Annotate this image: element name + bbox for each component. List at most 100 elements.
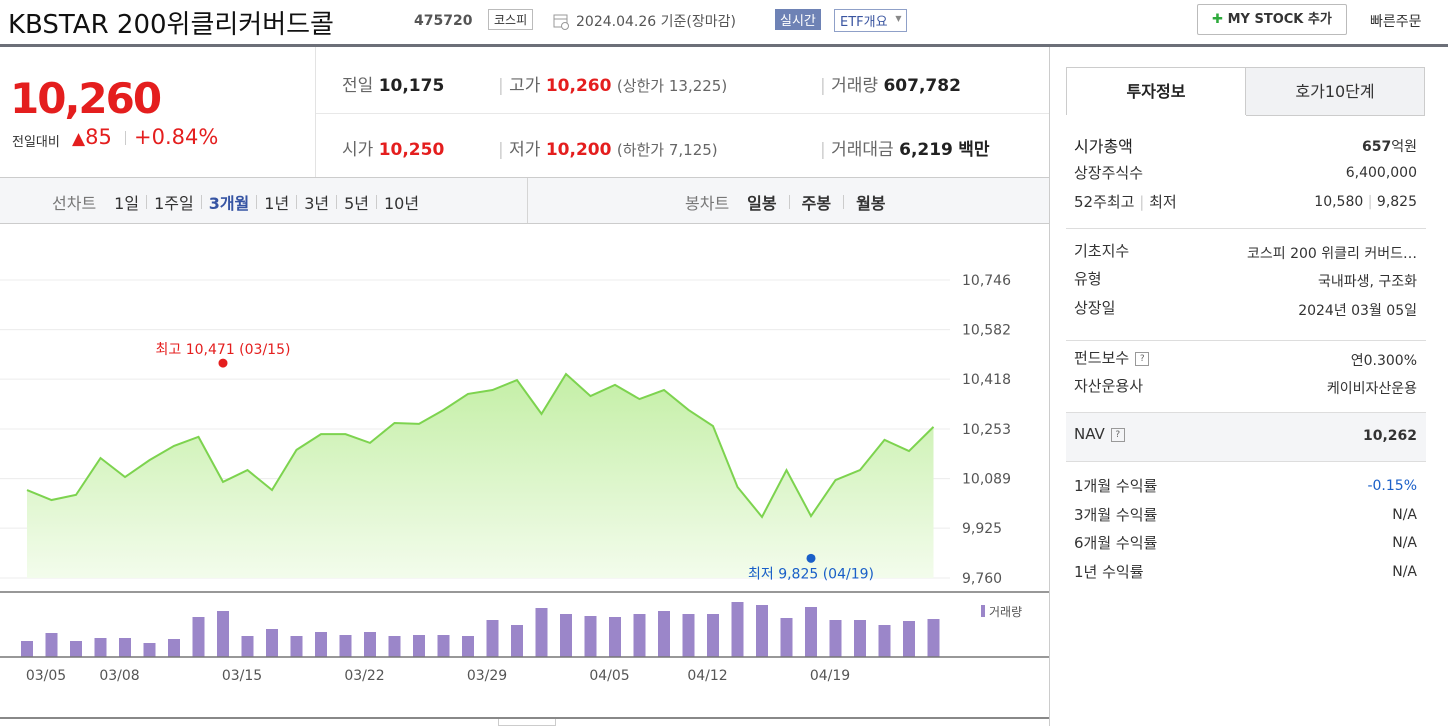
calendar-icon [553,14,569,30]
volume-bar [241,636,254,657]
y-tick-label: 9,925 [962,521,1002,537]
volume-bar [854,620,866,657]
side-tab-active[interactable]: 투자정보 [1066,67,1246,116]
annotation-dot [218,358,228,368]
value: 607,782 [883,76,961,96]
x-tick-label: 04/19 [810,668,850,684]
high: 10,580 [1314,194,1364,210]
volume-bar [731,602,744,657]
volume-bar [535,608,548,657]
x-tick-label: 03/22 [344,668,384,684]
volume-bar [756,605,768,657]
value: 10,580 | 9,825 [1314,194,1417,210]
period-tab[interactable]: 1주일 [154,194,194,213]
scroll-handle[interactable] [498,719,556,726]
label: 거래대금 [831,140,894,160]
tab-gap [1066,115,1246,116]
period-tab[interactable]: 3년 [304,194,330,213]
chart: 9,760 9,925 10,089 10,253 10,418 10,582 10,746… [0,273,1049,684]
label: 유형 [1074,270,1102,288]
price: 10,260 [10,74,162,123]
market-badge: 코스피 [488,9,534,30]
panel-divider [1049,47,1050,726]
candle-tab[interactable]: 일봉 [747,194,777,213]
value: 케이비자산운용 [1326,381,1417,397]
line-chart-label: 선차트 [52,194,97,213]
y-tick-label: 10,253 [962,422,1011,438]
code: 475720 [414,13,473,29]
market-cap: 657 [1362,139,1392,155]
period-tab[interactable]: 5년 [344,194,369,213]
side-tab[interactable]: 호가10단계 [1245,67,1425,116]
quote-item: 시가 10,250 [342,135,444,160]
volume-bar [511,625,523,657]
volume-bar [584,616,597,657]
volume-bar [217,611,229,657]
tab-divider [527,178,528,223]
value: 6,219 [899,140,953,160]
realtime-badge[interactable]: 실시간 [775,9,821,30]
quote-item: 전일 10,175 [342,71,444,96]
tab-sep [146,195,148,209]
value: 10,175 [378,76,445,96]
value: 연0.300% [1350,353,1417,369]
y-tick-label: 10,582 [962,323,1011,339]
tab-sep [376,195,377,209]
volume-bar [339,635,352,657]
plus-icon: ✚ [1212,12,1228,27]
volume-bar [70,641,82,657]
label: 시가 [342,140,374,160]
etf-overview[interactable]: ETF개요 ▼ [834,9,907,32]
volume-bar [413,635,425,657]
label: 전일 [342,76,374,96]
period-tab[interactable]: 1일 [114,194,140,213]
tab-sep [788,195,790,209]
volume-bar [192,617,205,657]
section-rule [1066,228,1426,229]
change-rate: +0.84% [134,125,219,149]
y-tick-label: 10,089 [962,472,1011,488]
change-label: 전일대비 [12,135,60,150]
volume-bar [658,611,670,657]
period-tabs: 선차트 1일 1주일 3개월 1년 3년 5년 10년 [52,190,419,214]
low: 9,825 [1376,194,1417,210]
period-tab[interactable]: 3개월 [208,194,250,213]
area [27,373,934,578]
mystock-button[interactable]: ✚ MY STOCK 추가 [1197,4,1347,35]
value: 10,262 [1362,428,1417,444]
label: 거래량 [831,76,879,96]
label: 펀드보수? [1074,347,1150,368]
nav-label: NAV [1074,425,1105,443]
period-tab[interactable]: 10년 [384,194,420,213]
y-tick-label: 9,760 [962,571,1002,587]
value: 코스피 200 위클리 커버드… [1247,246,1417,262]
sep [125,131,126,145]
label-low: 최저 [1149,193,1177,211]
help-icon[interactable]: ? [1135,351,1150,366]
help-icon[interactable]: ? [1110,427,1125,442]
value: 657억원 [1362,136,1417,156]
volume-bar [682,614,695,657]
candle-chart-label: 봉차트 [685,194,730,213]
x-tick-label: 04/05 [589,668,629,684]
annotation: 최저 9,825 (04/19) [748,566,874,582]
quick-order[interactable]: 빠른주문 [1370,14,1422,30]
x-tick-label: 04/12 [687,668,727,684]
value: 2024년 03월 05일 [1298,303,1417,319]
annotation-dot [806,553,816,563]
label: 시가총액 [1074,137,1133,156]
volume-bar [878,625,891,657]
label-high: 52주최고 [1074,193,1135,211]
volume-bar [364,632,376,657]
period-tab[interactable]: 1년 [264,194,290,213]
label: 6개월 수익률 [1074,534,1158,552]
candle-tab[interactable]: 주봉 [801,194,832,213]
volume-bar [486,620,499,657]
candle-tab[interactable]: 월봉 [856,194,886,213]
volume-bar [168,639,180,657]
volume-bar [829,620,842,657]
volume-bar [388,636,401,657]
volume-bar [903,621,915,657]
volume-bar [707,614,719,657]
legend-label: 거래량 [989,605,1022,619]
